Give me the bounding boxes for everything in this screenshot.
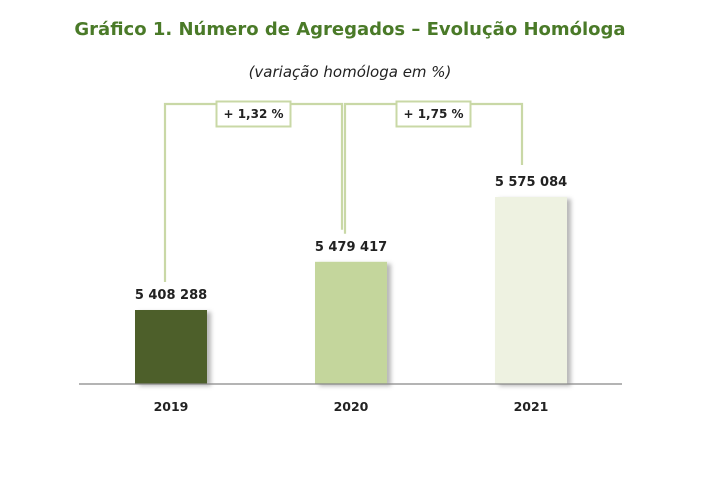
chart-title: Gráfico 1. Número de Agregados – Evoluçã… <box>74 19 626 40</box>
x-tick-label-2021: 2021 <box>514 399 549 414</box>
change-bracket-2019-2020 <box>163 102 344 282</box>
change-annotations: + 1,32 % + 1,75 % <box>163 100 524 282</box>
x-tick-label-2019: 2019 <box>154 399 189 414</box>
value-label-2021: 5 575 084 <box>495 175 567 190</box>
x-tick-label-2020: 2020 <box>334 399 369 414</box>
change-label-box-2020-2021 <box>395 100 472 128</box>
value-label-2019: 5 408 288 <box>135 288 207 303</box>
change-label-2019-2020: + 1,32 % <box>223 107 283 121</box>
bar-2021 <box>495 197 567 384</box>
change-label-box-2019-2020 <box>215 100 292 128</box>
bars <box>135 197 567 384</box>
value-label-2020: 5 479 417 <box>315 240 387 255</box>
bar-2019 <box>135 310 207 384</box>
change-label-2020-2021: + 1,75 % <box>403 107 463 121</box>
chart-subtitle: (variação homóloga em %) <box>248 63 452 81</box>
bar-2020 <box>315 261 387 384</box>
labels: 5 408 288 2019 5 479 417 2020 5 575 084 2021 <box>135 175 567 414</box>
